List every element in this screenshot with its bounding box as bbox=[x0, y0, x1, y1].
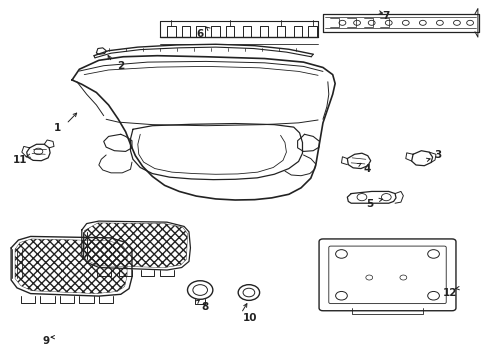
Text: 2: 2 bbox=[117, 62, 124, 71]
Text: 12: 12 bbox=[442, 288, 457, 297]
Text: 10: 10 bbox=[243, 312, 257, 323]
Text: 7: 7 bbox=[383, 12, 390, 21]
Text: 11: 11 bbox=[13, 156, 27, 165]
Text: 8: 8 bbox=[201, 302, 209, 312]
Text: 1: 1 bbox=[54, 123, 61, 133]
Text: 4: 4 bbox=[363, 164, 370, 174]
Text: 3: 3 bbox=[434, 150, 441, 160]
Text: 5: 5 bbox=[366, 199, 373, 209]
Text: 9: 9 bbox=[43, 337, 50, 346]
Text: 6: 6 bbox=[196, 28, 204, 39]
